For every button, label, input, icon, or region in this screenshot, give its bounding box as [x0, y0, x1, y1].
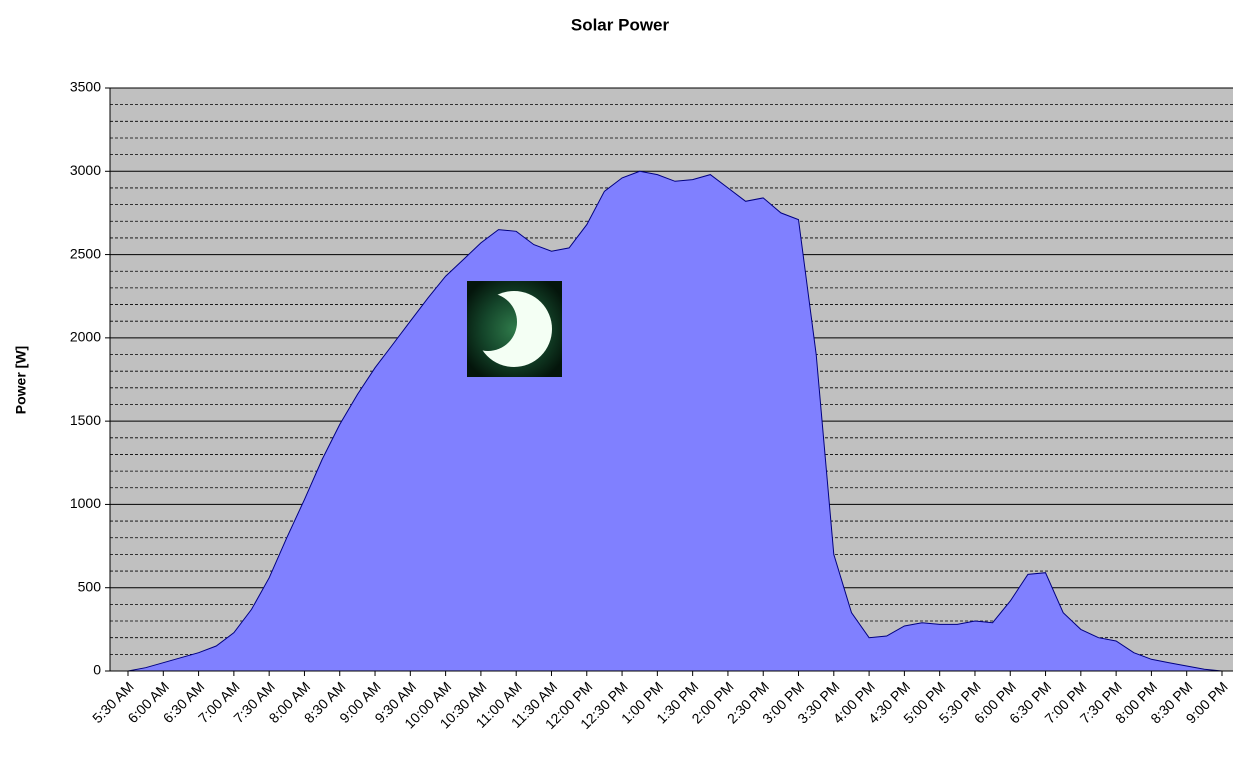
- chart-title: Solar Power: [571, 15, 670, 34]
- y-tick-label: 500: [78, 578, 102, 594]
- y-tick-label: 2000: [70, 329, 101, 345]
- y-tick-label: 3500: [70, 79, 101, 95]
- y-tick-label: 1500: [70, 412, 101, 428]
- y-tick-label: 1000: [70, 495, 101, 511]
- y-tick-label: 0: [93, 662, 101, 678]
- eclipse-image: [467, 281, 562, 377]
- y-axis-label: Power [W]: [13, 346, 29, 414]
- area: [127, 170, 1223, 672]
- y-tick-label: 2500: [70, 245, 101, 261]
- y-tick-label: 3000: [70, 162, 101, 178]
